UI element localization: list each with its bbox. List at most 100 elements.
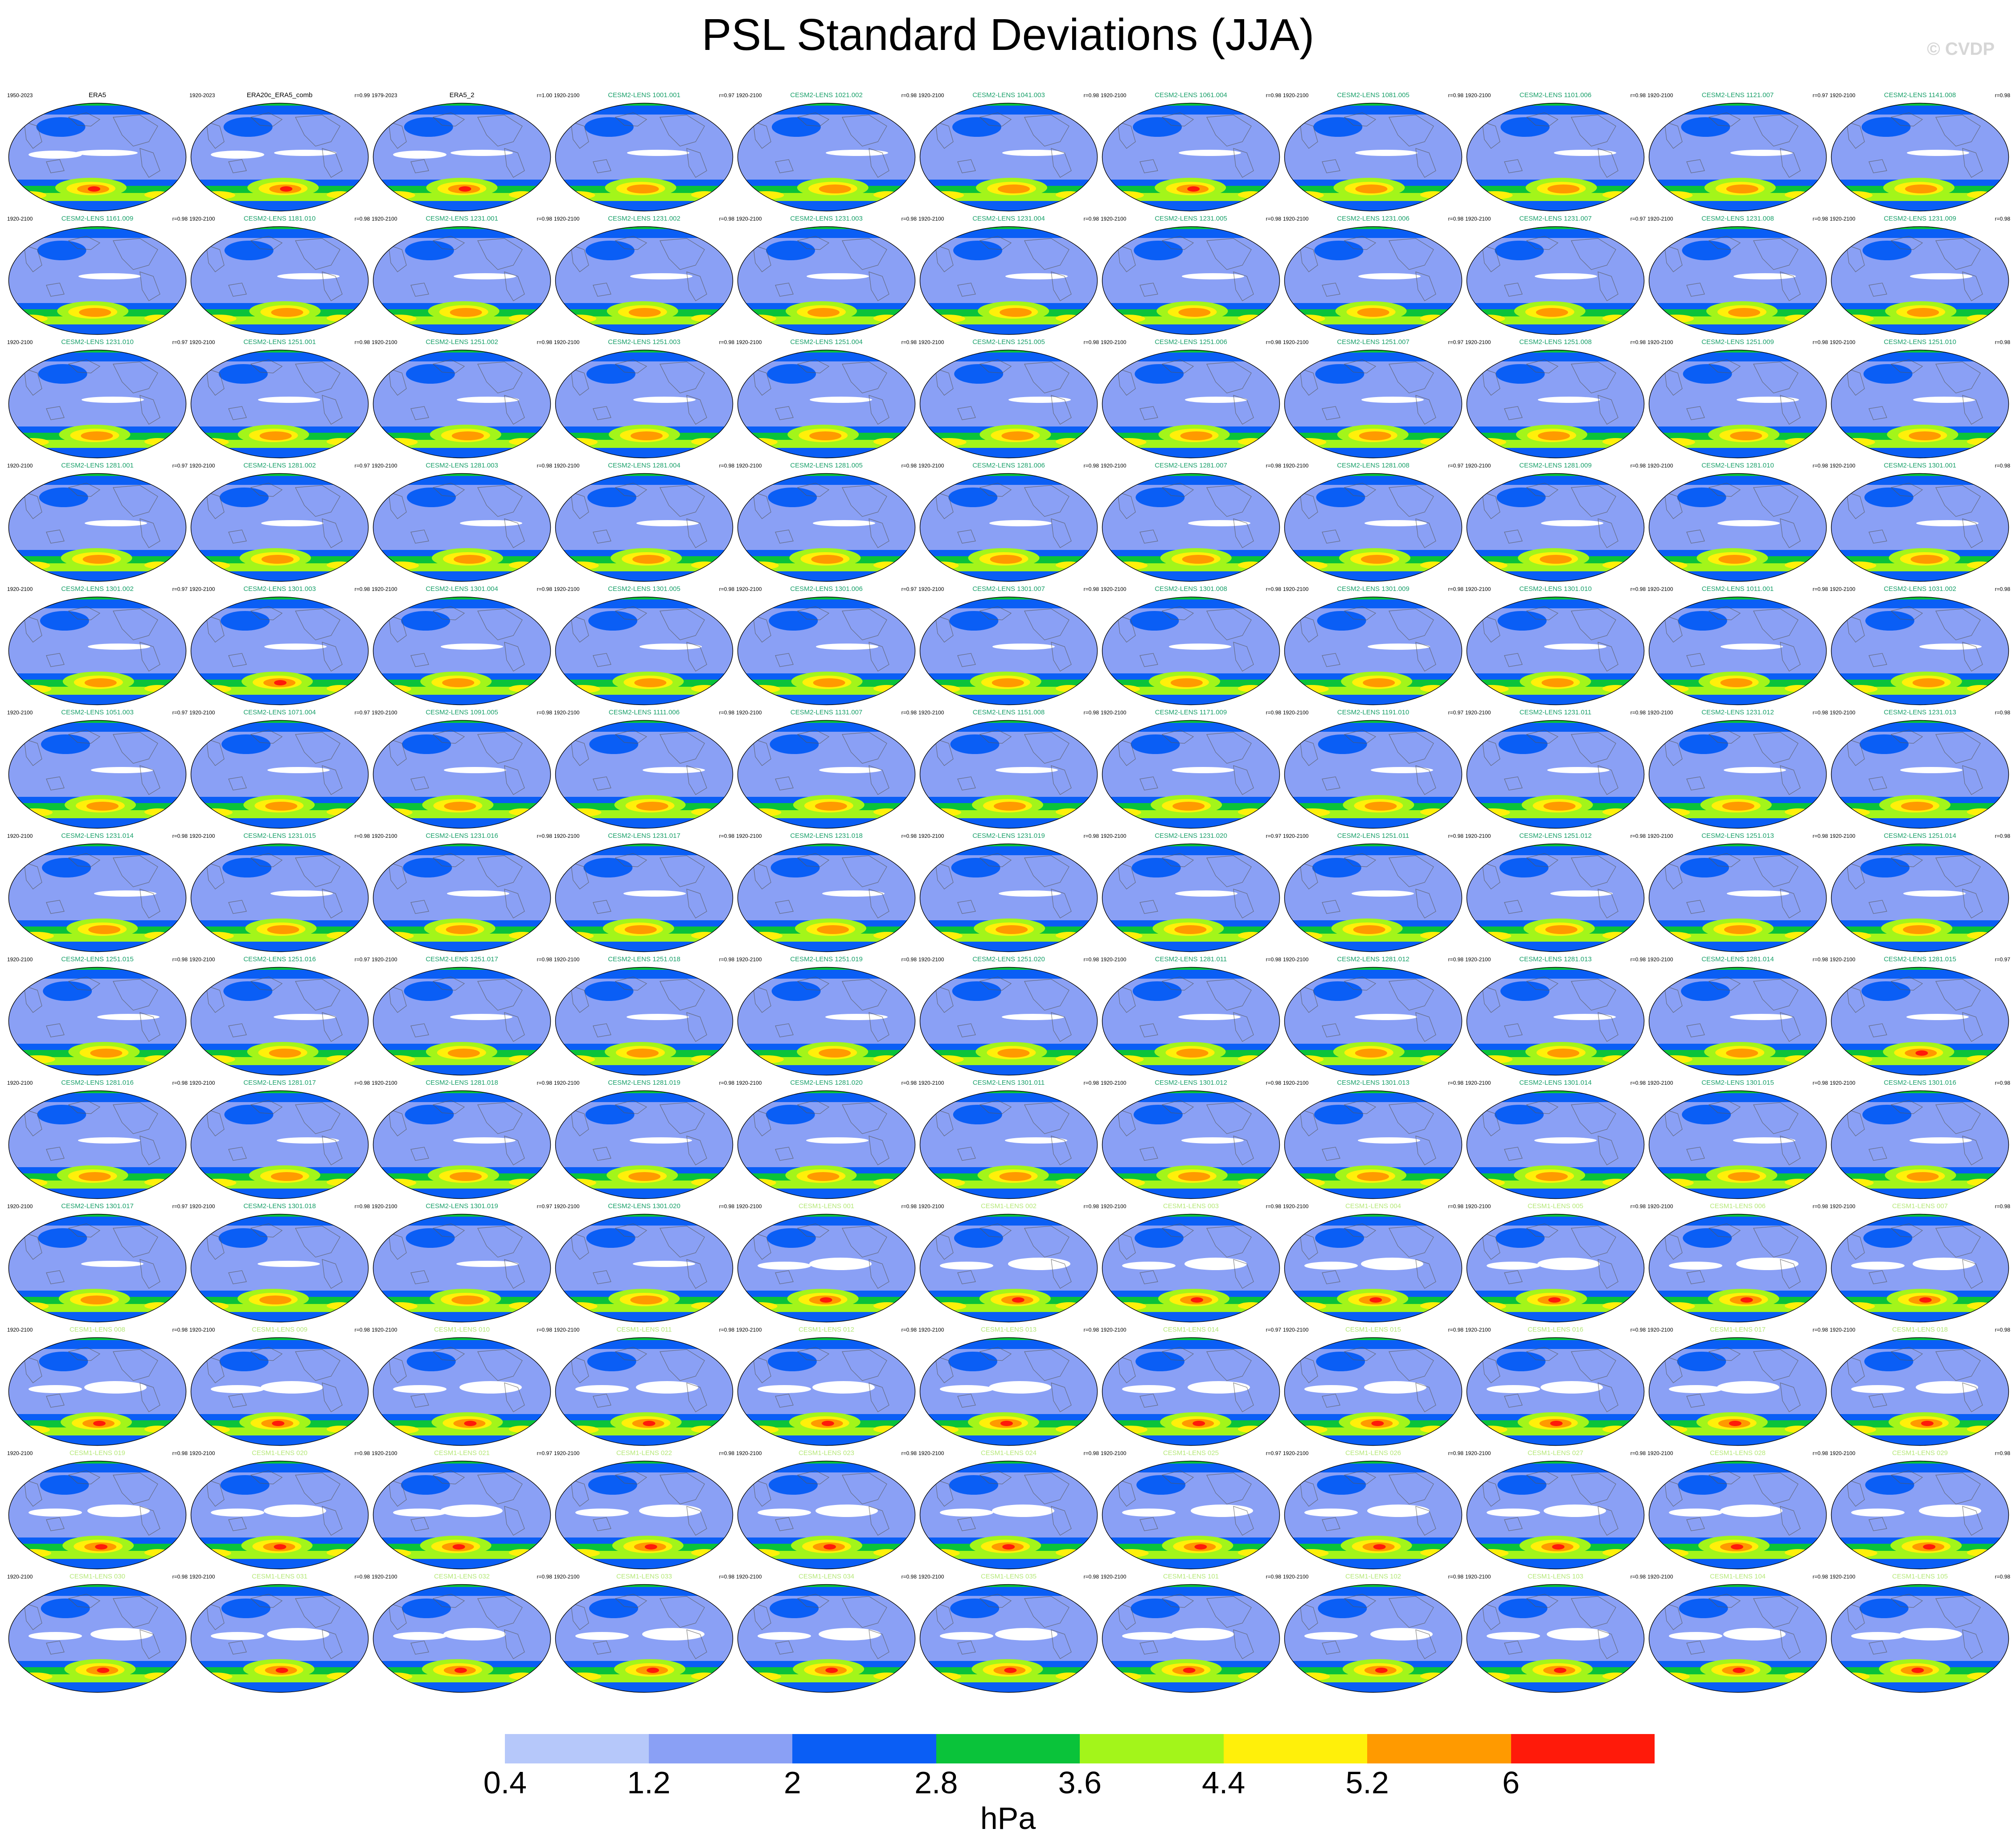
coastline <box>1322 406 1340 420</box>
map-outline <box>1648 1337 1827 1446</box>
contour-band-polar-cap <box>8 1337 186 1340</box>
contour-southern-ocean-max <box>873 1549 900 1556</box>
map-outline <box>8 967 187 1076</box>
coastline <box>1571 1596 1616 1628</box>
contour-band-north-midlat <box>738 1483 915 1492</box>
contour-band-arctic <box>1649 720 1827 732</box>
contour-southern-ocean-max <box>873 438 900 445</box>
coastline <box>1780 765 1801 795</box>
coastline <box>979 359 1012 373</box>
coastline <box>660 361 705 394</box>
panel-correlation: r=0.98 <box>1448 1080 1463 1086</box>
coastline <box>1962 518 1983 548</box>
contour-band-north-midlat <box>8 1360 186 1369</box>
contour-southern-ocean-max <box>1785 315 1811 322</box>
contour-north-pacific <box>1316 1352 1365 1371</box>
contour-southern-ocean-max <box>327 1426 353 1433</box>
panel-correlation: r=0.97 <box>354 709 370 716</box>
contour-south-pacific-max <box>1191 1297 1203 1303</box>
panel-correlation: r=0.98 <box>1630 1574 1646 1580</box>
coastline <box>1206 1472 1252 1505</box>
contour-band-antarctic <box>738 1189 915 1199</box>
globe-map <box>919 349 1098 459</box>
contour-band-north-midlat <box>1467 125 1644 134</box>
contour-band-arctic <box>8 967 186 979</box>
globe-map <box>919 843 1098 952</box>
globe-map <box>919 1460 1098 1570</box>
coastline <box>68 1470 101 1484</box>
coastline <box>477 115 523 147</box>
contour-band-antarctic <box>1831 818 2009 828</box>
contour-band-north-midlat <box>8 496 186 504</box>
globe-map <box>8 226 187 335</box>
panel-title: CESM2-LENS 1231.012 <box>1701 709 1774 716</box>
coastline <box>1708 730 1741 744</box>
coastline <box>504 518 525 548</box>
globe-map <box>1466 473 1645 582</box>
coastline <box>842 855 887 887</box>
coastline <box>1161 853 1194 867</box>
contour-south-pacific-peak <box>1538 431 1570 440</box>
contour-southern-ocean-max <box>1289 1179 1325 1187</box>
coastline <box>1753 1226 1799 1258</box>
coastline <box>1780 1506 1801 1536</box>
panel-years: 1920-2100 <box>1465 709 1491 716</box>
coastline <box>797 112 830 127</box>
contour-southern-ocean-max <box>873 191 900 198</box>
coastline <box>1868 653 1887 667</box>
panel-correlation: r=0.98 <box>1812 1450 1828 1456</box>
contour-south-pacific-peak <box>442 678 475 687</box>
contour-band-north-midlat <box>555 1360 733 1369</box>
map-panel: 1920-2100 CESM2-LENS 1001.001 r=0.97 <box>553 91 735 215</box>
panel-correlation: r=0.98 <box>901 1080 917 1086</box>
coastline <box>753 1479 771 1507</box>
contour-band-polar-cap <box>8 1214 186 1217</box>
contour-band-polar-cap <box>373 1461 551 1464</box>
coastline <box>570 738 589 766</box>
contour-tropical-minimum <box>29 1509 82 1517</box>
coastline <box>1117 738 1136 766</box>
panel-header: 1920-2100 CESM2-LENS 1251.015 r=0.98 <box>6 955 188 964</box>
coastline <box>1233 148 1254 178</box>
contour-north-pacific <box>1863 364 1913 384</box>
globe-map <box>1466 720 1645 829</box>
panel-title: CESM1-LENS 016 <box>1527 1326 1584 1333</box>
contour-southern-ocean-max <box>327 1302 353 1309</box>
contour-tropical-minimum <box>84 1381 147 1394</box>
panel-correlation: r=0.97 <box>1448 463 1463 469</box>
contour-band-north-midlat <box>1831 619 2009 628</box>
contour-north-pacific <box>766 1105 815 1124</box>
panel-title: CESM1-LENS 011 <box>616 1326 672 1333</box>
contour-southern-ocean-max <box>144 1302 171 1309</box>
contour-tropical-minimum <box>1721 644 1783 650</box>
contour-band-polar-cap <box>1831 597 2009 599</box>
coastline <box>1571 732 1616 764</box>
contour-band-arctic <box>1649 226 1827 238</box>
globe-map <box>190 349 369 459</box>
map-outline <box>1831 1337 2009 1446</box>
contour-band-north-midlat <box>8 1607 186 1615</box>
coastline <box>686 1012 707 1042</box>
contour-south-pacific-max <box>452 1544 465 1550</box>
contour-band-antarctic <box>738 201 915 211</box>
panel-years: 1920-2100 <box>554 1327 580 1333</box>
contour-band-arctic <box>738 350 915 361</box>
contour-tropical-minimum <box>267 767 330 773</box>
contour-band-polar-cap <box>8 720 186 723</box>
panel-years: 1920-2100 <box>1647 1327 1673 1333</box>
map-panel: 1920-2100 CESM2-LENS 1251.001 r=0.98 <box>188 338 371 462</box>
contour-southern-ocean-max <box>744 685 780 693</box>
panel-title: CESM2-LENS 1281.006 <box>972 462 1045 469</box>
panel-correlation: r=0.98 <box>1812 1080 1828 1086</box>
contour-band-north-midlat <box>191 1483 369 1492</box>
contour-band-arctic <box>1284 844 1462 855</box>
panel-title: CESM2-LENS 1071.004 <box>243 709 316 716</box>
contour-band-polar-cap <box>738 226 915 229</box>
contour-band-arctic <box>1284 350 1462 361</box>
contour-southern-ocean-max <box>560 1179 596 1187</box>
map-panel: 1920-2100 CESM2-LENS 1231.004 r=0.98 <box>918 215 1100 338</box>
contour-band-polar-cap <box>738 350 915 353</box>
contour-north-pacific <box>768 488 817 507</box>
contour-south-pacific-peak <box>88 925 121 934</box>
map-panel: 1920-2100 CESM2-LENS 1231.017 r=0.98 <box>553 832 735 955</box>
